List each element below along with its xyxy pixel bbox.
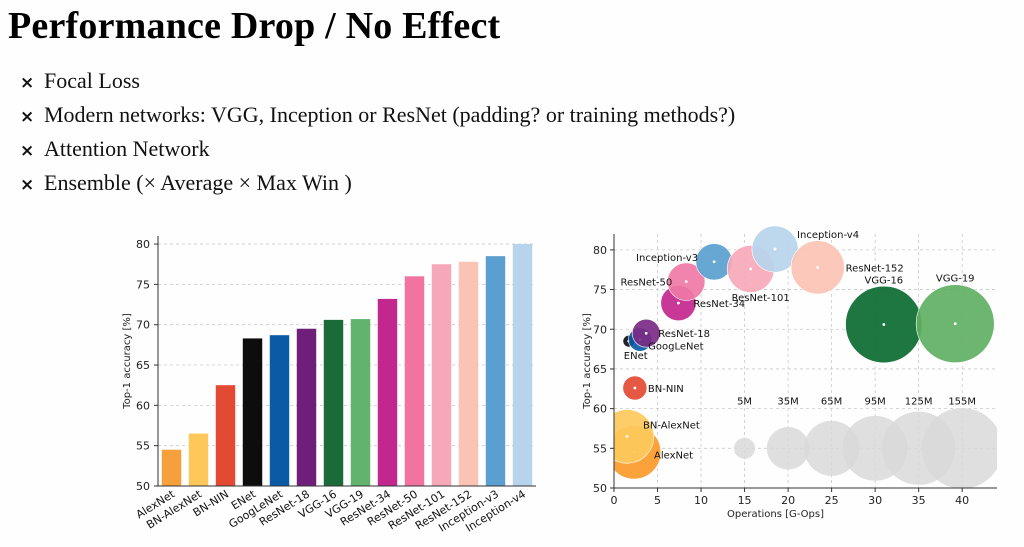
- size-legend-bubble: [766, 427, 810, 470]
- y-tick-label: 70: [593, 323, 607, 336]
- y-tick-label: 50: [593, 482, 607, 495]
- size-legend-bubble: [734, 437, 756, 459]
- x-tick-label: 10: [694, 494, 708, 507]
- bubble-center-dot: [625, 435, 629, 438]
- bubble-center-dot: [684, 280, 688, 284]
- bar: [242, 338, 263, 486]
- point-label: ResNet-152: [846, 263, 904, 274]
- x-tick-label: 25: [825, 494, 839, 507]
- point-label: Inception-v3: [636, 253, 698, 264]
- x-tick-label: 5: [654, 494, 661, 507]
- y-tick-label: 70: [136, 319, 150, 332]
- x-tick-label: 30: [868, 494, 882, 507]
- bar: [296, 328, 317, 486]
- bar: [485, 256, 506, 486]
- x-tick-label: 20: [781, 494, 795, 507]
- bubble-point: [614, 409, 655, 464]
- y-tick-label: 60: [593, 403, 607, 416]
- y-tick-label: 55: [593, 442, 607, 455]
- x-tick-label: 0: [611, 494, 618, 507]
- cross-icon: ×: [20, 175, 35, 195]
- bar: [458, 261, 479, 486]
- cross-icon: ×: [20, 141, 35, 161]
- x-tick-label: 35: [912, 494, 926, 507]
- bullet-item: × Attention Network: [20, 134, 735, 168]
- x-tick-label: 15: [738, 494, 752, 507]
- bubble-center-dot: [773, 247, 777, 251]
- y-tick-label: 75: [136, 278, 150, 291]
- bubble-center-dot: [633, 386, 637, 390]
- point-label: Inception-v4: [797, 230, 859, 241]
- point-label: GoogLeNet: [648, 342, 704, 353]
- point-label: ResNet-18: [658, 329, 710, 340]
- cross-icon: ×: [20, 107, 35, 127]
- point-label: ENet: [624, 351, 648, 362]
- y-tick-label: 55: [136, 440, 150, 453]
- size-legend-label: 65M: [821, 397, 842, 408]
- size-legend-label: 5M: [737, 397, 752, 408]
- y-tick-label: 80: [593, 244, 607, 257]
- bubble-center-dot: [712, 260, 716, 264]
- point-label: ResNet-34: [693, 299, 745, 310]
- y-axis-label: Top-1 accuracy [%]: [122, 313, 133, 410]
- bubble-center-dot: [644, 331, 648, 335]
- size-legend-bubble: [804, 420, 860, 476]
- y-tick-label: 80: [136, 238, 150, 251]
- bullet-item: × Ensemble (× Average × Max Win ): [20, 168, 735, 202]
- point-label: BN-AlexNet: [643, 420, 700, 431]
- bullet-list: × Focal Loss × Modern networks: VGG, Incep…: [20, 66, 735, 202]
- bullet-text: Modern networks: VGG, Inception or ResNe…: [44, 102, 736, 127]
- bar: [269, 335, 290, 486]
- bar: [161, 449, 182, 486]
- y-tick-label: 50: [136, 480, 150, 493]
- bar: [323, 319, 344, 486]
- bullet-item: × Modern networks: VGG, Inception or ResN…: [20, 100, 735, 134]
- point-label: BN-NIN: [648, 384, 684, 395]
- size-legend-label: 95M: [864, 397, 885, 408]
- point-label: VGG-16: [865, 275, 904, 286]
- bullet-text: Attention Network: [44, 136, 210, 161]
- y-tick-label: 75: [593, 284, 607, 297]
- bar: [215, 385, 236, 486]
- size-legend-bubble: [921, 407, 997, 488]
- x-axis-label: Operations [G-Ops]: [727, 509, 824, 520]
- bar: [431, 264, 452, 486]
- accuracy-vs-ops-bubble-chart: 50 55 60 65 70 75 80 0 5 10 15 20 25 30 35 40 5M 35M 65M 95…: [582, 225, 997, 520]
- slide-title: Performance Drop / No Effect: [8, 5, 501, 47]
- size-legend-label: 155M: [948, 397, 976, 408]
- bubble-center-dot: [953, 322, 957, 326]
- bar: [350, 319, 371, 486]
- cross-icon: ×: [20, 73, 35, 93]
- y-axis-label: Top-1 accuracy [%]: [582, 313, 593, 410]
- bubble-center-dot: [882, 323, 886, 326]
- point-label: AlexNet: [654, 450, 693, 461]
- bullet-text: Ensemble (× Average × Max Win ): [44, 170, 352, 195]
- bubble-center-dot: [749, 267, 753, 271]
- point-label: VGG-19: [936, 274, 975, 285]
- bullet-text: Focal Loss: [44, 68, 140, 93]
- bubble-center-dot: [677, 301, 680, 305]
- size-legend-label: 35M: [777, 397, 798, 408]
- point-label: ResNet-101: [732, 293, 790, 304]
- point-label: ResNet-50: [620, 278, 672, 289]
- y-tick-label: 65: [136, 359, 150, 372]
- bubble-center-dot: [816, 265, 820, 269]
- bar: [512, 244, 533, 486]
- x-tick-label: 40: [955, 494, 969, 507]
- bar: [188, 433, 209, 486]
- y-tick-label: 60: [136, 399, 150, 412]
- bar: [377, 298, 398, 486]
- bar: [404, 276, 425, 486]
- bullet-item: × Focal Loss: [20, 66, 735, 100]
- bubbles-group: [614, 225, 997, 488]
- accuracy-bar-chart: 50556065707580AlexNetBN-AlexNetBN-NINENe…: [122, 236, 536, 535]
- y-tick-label: 65: [593, 363, 607, 376]
- size-legend-label: 125M: [905, 397, 933, 408]
